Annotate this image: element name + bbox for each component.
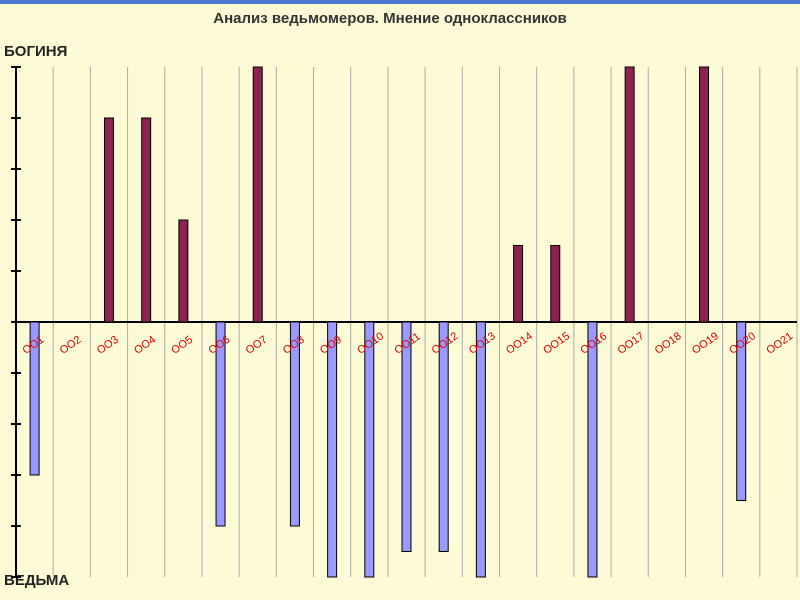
bar bbox=[364, 321, 375, 578]
bar bbox=[513, 245, 524, 323]
bar bbox=[438, 321, 449, 552]
bar bbox=[178, 219, 189, 323]
bar bbox=[475, 321, 486, 578]
y-bottom-label: ВЕДЬМА bbox=[4, 572, 69, 589]
bar bbox=[215, 321, 226, 527]
bar bbox=[401, 321, 412, 552]
bar bbox=[141, 117, 152, 323]
bar bbox=[550, 245, 561, 323]
bar bbox=[252, 66, 263, 323]
bar bbox=[587, 321, 598, 578]
bar bbox=[289, 321, 300, 527]
y-top-label: БОГИНЯ bbox=[4, 43, 67, 60]
bar bbox=[699, 66, 710, 323]
bar bbox=[103, 117, 114, 323]
bar bbox=[736, 321, 747, 501]
top-border bbox=[0, 0, 800, 4]
bar bbox=[624, 66, 635, 323]
bar bbox=[29, 321, 40, 476]
bar bbox=[327, 321, 338, 578]
chart-title: Анализ ведьмомеров. Мнение однокласснико… bbox=[213, 10, 567, 27]
